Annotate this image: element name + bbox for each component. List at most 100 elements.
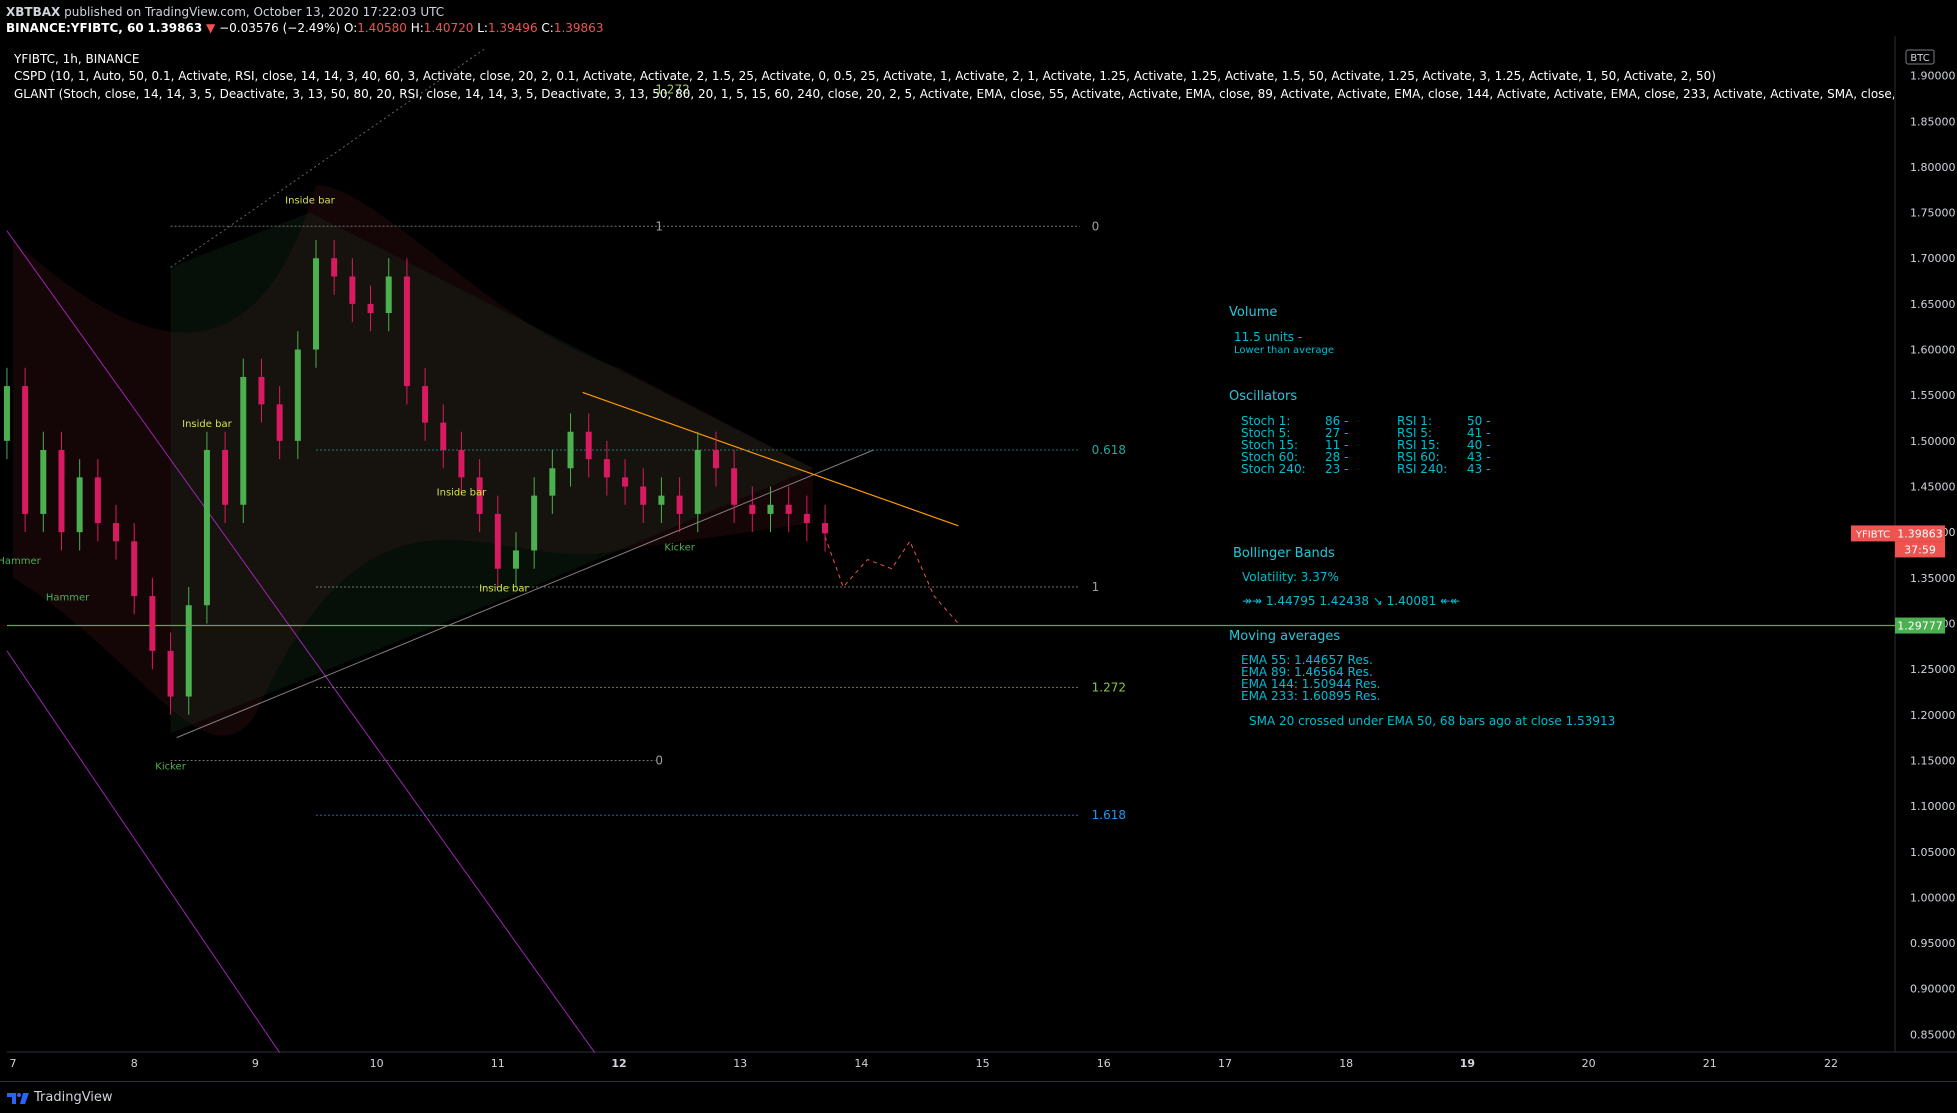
candle-body[interactable]: [512, 550, 519, 569]
x-tick-label: 19: [1460, 1057, 1475, 1070]
publish-info: published on TradingView.com, October 13…: [64, 5, 445, 19]
candle-body[interactable]: [803, 513, 810, 524]
y-tick-label: 0.85000: [1910, 1028, 1956, 1041]
candle-body[interactable]: [294, 349, 301, 441]
candle-body[interactable]: [331, 258, 338, 277]
x-tick-label: 13: [733, 1057, 747, 1070]
candle-body[interactable]: [113, 523, 120, 542]
pattern-label: Inside bar: [437, 488, 487, 499]
candle-body[interactable]: [385, 276, 392, 314]
fib-level-label: 1.272: [655, 82, 689, 96]
candle-body[interactable]: [149, 596, 156, 651]
rising-channel-upper: [170, 47, 486, 268]
legend-title: YFIBTC, 1h, BINANCE: [14, 52, 140, 66]
candle-body[interactable]: [603, 459, 610, 478]
moving-average-row: EMA 55: 1.44657 Res.: [1241, 653, 1373, 667]
candle-body[interactable]: [531, 495, 538, 551]
stoch-label: Stoch 15:: [1241, 438, 1298, 452]
candle-body[interactable]: [658, 495, 665, 505]
candle-body[interactable]: [22, 386, 29, 514]
currency-label: BTC: [1910, 53, 1929, 64]
rsi-value: 43 -: [1467, 462, 1490, 476]
currency-badge: [1905, 49, 1935, 65]
price-chart[interactable]: 1 0 0.618 1 1.272 1.618 0 1.272 Inside bar Inside…: [0, 36, 1957, 1081]
candle-body[interactable]: [222, 449, 229, 505]
down-arrow-icon: ▼: [206, 21, 216, 35]
x-tick-label: 10: [370, 1057, 384, 1070]
stoch-value: 28 -: [1325, 450, 1348, 464]
legend-cspd[interactable]: CSPD (10, 1, Auto, 50, 0.1, Activate, RS…: [14, 69, 1716, 83]
ohlc-line: BINANCE:YFIBTC, 60 1.39863 ▼ −0.03576 (−…: [6, 21, 603, 35]
volume-title: Volume: [1229, 305, 1277, 320]
pattern-label: Inside bar: [479, 584, 529, 595]
tradingview-logo-icon[interactable]: [6, 1089, 30, 1105]
candle-body[interactable]: [367, 303, 374, 314]
candle-body[interactable]: [3, 386, 10, 441]
moving-averages-title: Moving averages: [1229, 629, 1340, 644]
candle-body[interactable]: [440, 422, 447, 450]
channel-lower-line: [6, 650, 281, 1053]
y-tick-label: 0.90000: [1910, 983, 1956, 996]
open-label: O:: [343, 21, 358, 35]
candle-body[interactable]: [203, 449, 210, 606]
candle-body[interactable]: [822, 523, 829, 534]
candle-body[interactable]: [731, 468, 738, 505]
candle-body[interactable]: [76, 477, 83, 533]
orange-trendline: [582, 391, 959, 527]
candle-body[interactable]: [712, 449, 719, 469]
candle-body[interactable]: [349, 276, 356, 304]
candle-body[interactable]: [131, 541, 138, 597]
candle-body[interactable]: [785, 504, 792, 514]
candle-body[interactable]: [749, 504, 756, 514]
stoch-value: 27 -: [1325, 426, 1348, 440]
candle-body[interactable]: [240, 376, 247, 505]
pattern-label: Kicker: [664, 542, 695, 553]
fib-level-label: 1.618: [1092, 808, 1126, 822]
x-tick-label: 22: [1824, 1057, 1838, 1070]
candle-body[interactable]: [585, 431, 592, 460]
stoch-label: Stoch 60:: [1241, 450, 1298, 464]
rsi-label: RSI 1:: [1397, 414, 1432, 428]
pattern-label: Inside bar: [285, 195, 335, 206]
candle-body[interactable]: [185, 605, 192, 697]
candle-body[interactable]: [567, 431, 574, 469]
x-tick-label: 17: [1218, 1057, 1232, 1070]
stoch-label: Stoch 5:: [1241, 426, 1290, 440]
candle-body[interactable]: [313, 258, 319, 350]
rsi-value: 50 -: [1467, 414, 1490, 428]
moving-average-row: EMA 144: 1.50944 Res.: [1241, 677, 1380, 691]
fib-level-label: 1.272: [1092, 680, 1126, 694]
candle-body[interactable]: [167, 650, 174, 697]
x-tick-label: 8: [131, 1057, 138, 1070]
author-name[interactable]: XBTBAX: [6, 5, 61, 19]
moving-average-row: EMA 89: 1.46564 Res.: [1241, 665, 1373, 679]
pattern-label: Inside bar: [182, 419, 232, 430]
candle-body[interactable]: [276, 404, 283, 441]
candle-body[interactable]: [549, 468, 556, 496]
candle-body[interactable]: [422, 386, 429, 423]
candle-body[interactable]: [494, 513, 501, 569]
price-tag-bg: [1895, 525, 1945, 542]
candle-body[interactable]: [476, 477, 483, 514]
candle-body[interactable]: [58, 449, 65, 533]
price-tag-bg: [1895, 541, 1945, 558]
y-tick-label: 1.35000: [1910, 572, 1956, 585]
candle-body[interactable]: [622, 477, 629, 487]
price-tag-value: 1.29777: [1897, 620, 1943, 633]
bollinger-bands-values: ↠↠ 1.44795 1.42438 ↘ 1.40081 ↞↞: [1242, 594, 1460, 608]
candle-body[interactable]: [94, 477, 101, 524]
candle-body[interactable]: [40, 449, 47, 514]
price-change: −0.03576 (−2.49%): [219, 21, 341, 35]
candle-body[interactable]: [694, 449, 701, 514]
footer-bar: TradingView: [0, 1081, 1957, 1113]
candle-body[interactable]: [767, 504, 774, 514]
legend-glant[interactable]: GLANT (Stoch, close, 14, 14, 3, 5, Deact…: [14, 87, 1894, 101]
candle-body[interactable]: [403, 276, 410, 387]
oscillators-title: Oscillators: [1229, 389, 1297, 404]
candle-body[interactable]: [640, 486, 647, 505]
candle-body[interactable]: [258, 376, 265, 405]
candle-body[interactable]: [458, 449, 465, 478]
footer-brand[interactable]: TradingView: [34, 1090, 113, 1105]
fib-level-label: 0.618: [1092, 443, 1126, 457]
candle-body[interactable]: [676, 495, 683, 514]
